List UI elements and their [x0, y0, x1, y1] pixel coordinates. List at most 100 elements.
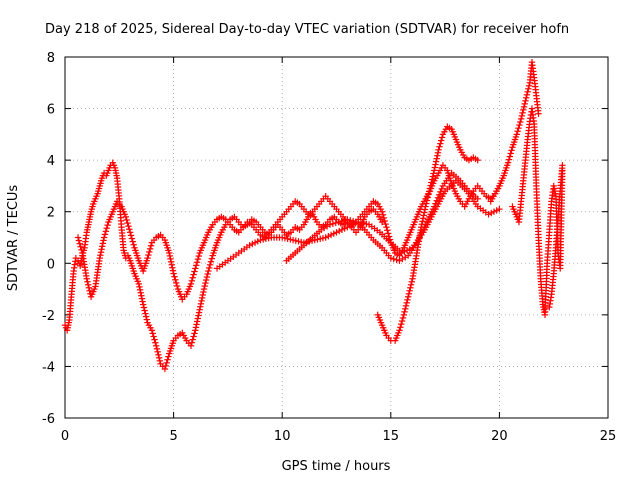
x-tick-label: 10	[274, 429, 291, 444]
data-point-fill	[138, 292, 145, 299]
data-point-fill	[507, 150, 514, 157]
data-point	[74, 234, 82, 241]
data-point-fill	[130, 241, 137, 248]
data-point-fill	[518, 112, 526, 120]
data-point-fill	[140, 304, 148, 311]
data-point-fill	[189, 336, 196, 343]
data-point-fill	[199, 291, 206, 299]
data-point-fill	[434, 149, 442, 156]
data-point-fill	[104, 221, 111, 229]
data-point-fill	[398, 317, 406, 325]
data-point-fill	[434, 152, 441, 159]
data-point	[431, 167, 438, 174]
data-point-fill	[420, 212, 427, 219]
data-point-fill	[84, 281, 92, 288]
data-point-fill	[525, 82, 533, 89]
data-point	[387, 254, 394, 262]
data-point-fill	[167, 258, 175, 266]
data-point	[400, 311, 408, 319]
data-point-fill	[155, 354, 163, 362]
data-point-fill	[124, 219, 131, 227]
data-point-fill	[384, 227, 391, 234]
data-points	[61, 58, 566, 373]
data-point-fill	[200, 288, 207, 296]
data-point-fill	[428, 176, 436, 183]
data-point	[426, 185, 434, 192]
data-point-fill	[201, 282, 208, 290]
data-point-fill	[380, 214, 388, 222]
data-point-fill	[332, 219, 339, 227]
data-point	[418, 223, 425, 231]
data-point	[522, 97, 529, 105]
data-point-fill	[137, 289, 144, 296]
data-point-fill	[425, 191, 432, 198]
data-point	[196, 306, 203, 313]
data-point	[435, 146, 442, 154]
data-point-fill	[193, 318, 201, 325]
data-point-fill	[197, 303, 204, 310]
data-point	[513, 131, 520, 138]
y-tick-label: 4	[47, 154, 55, 169]
data-point-fill	[189, 274, 196, 281]
data-point-fill	[164, 356, 171, 363]
data-point-fill	[146, 248, 153, 256]
data-point-fill	[401, 308, 408, 316]
axis-ticks	[64, 56, 609, 419]
data-point	[335, 218, 342, 226]
y-tick-label: 8	[47, 51, 55, 66]
data-point	[161, 365, 169, 373]
data-point-fill	[98, 246, 105, 253]
data-point-fill	[382, 220, 389, 228]
data-point-fill	[129, 238, 136, 245]
data-point-fill	[197, 300, 205, 308]
data-point-fill	[142, 310, 149, 317]
data-point-fill	[434, 194, 442, 201]
data-point-fill	[524, 88, 531, 96]
data-point-fill	[191, 330, 198, 337]
data-point-fill	[85, 284, 93, 291]
data-point-fill	[165, 353, 172, 360]
data-point	[504, 159, 512, 166]
data-point-fill	[505, 156, 513, 163]
data-point-fill	[419, 218, 426, 225]
data-point-fill	[429, 173, 436, 180]
data-point-fill	[432, 200, 439, 207]
data-point-fill	[102, 228, 110, 235]
x-tick-label: 20	[491, 429, 508, 444]
data-point	[422, 203, 429, 210]
data-point-fill	[75, 237, 83, 244]
data-point	[404, 293, 412, 301]
data-point-fill	[162, 362, 169, 370]
data-point-fill	[519, 109, 526, 117]
data-point-fill	[207, 258, 215, 265]
data-point-fill	[338, 217, 345, 225]
y-tick-label: 0	[47, 257, 55, 272]
data-point-fill	[517, 118, 524, 126]
data-point-fill	[169, 267, 177, 274]
data-point-fill	[329, 220, 337, 227]
data-point-fill	[525, 85, 532, 93]
data-point-fill	[521, 100, 528, 108]
data-point-fill	[76, 240, 83, 247]
data-point-fill	[405, 290, 413, 297]
data-point-fill	[408, 278, 415, 285]
data-point-fill	[206, 264, 213, 272]
data-point	[96, 254, 103, 262]
data-point-fill	[424, 194, 431, 201]
data-point-fill	[142, 313, 150, 320]
data-point	[187, 280, 195, 288]
data-point-fill	[138, 295, 146, 302]
data-point-fill	[198, 294, 206, 302]
data-point	[144, 254, 151, 262]
data-point	[474, 195, 481, 203]
data-point-fill	[150, 333, 157, 340]
data-point-fill	[145, 251, 152, 259]
data-point-fill	[194, 255, 202, 263]
data-point-fill	[151, 336, 158, 343]
data-point-fill	[163, 359, 170, 367]
data-point-fill	[136, 283, 143, 291]
data-point	[344, 216, 351, 223]
data-point-fill	[136, 286, 144, 294]
data-point	[383, 223, 390, 231]
data-point	[148, 327, 156, 334]
